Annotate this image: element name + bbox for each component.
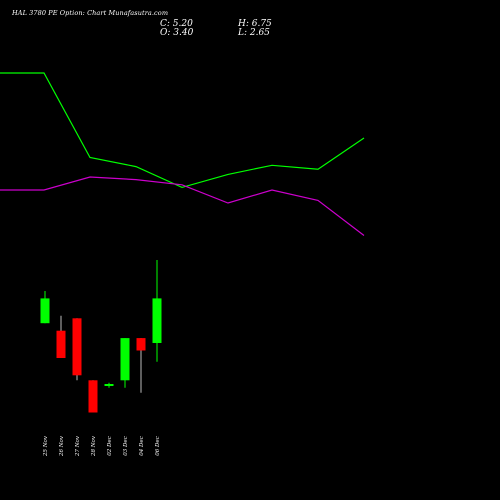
x-tick-label-06-dec: 06 Dec [155, 436, 161, 456]
candle-body-03-dec [120, 338, 130, 381]
candle-body-28-nov [88, 380, 98, 413]
x-tick-label-04-dec: 04 Dec [139, 436, 145, 456]
high-value: H: 6.75 [238, 19, 272, 29]
x-tick-label-25-nov: 25 Nov [43, 435, 49, 457]
open-value: O: 3.40 [160, 28, 194, 38]
indicator-line-magenta [0, 176, 365, 236]
x-tick-label-26-nov: 26 Nov [59, 435, 65, 457]
candle-body-27-nov [72, 318, 82, 376]
x-tick-label-27-nov: 27 Nov [75, 435, 81, 457]
indicator-line-green [0, 72, 365, 189]
close-value: C: 5.20 [160, 19, 193, 29]
candle-body-02-dec [104, 384, 114, 386]
candle-body-06-dec [152, 298, 162, 343]
x-tick-label-03-dec: 03 Dec [123, 436, 129, 456]
chart-title: HAL 3780 PE Option: Chart Munafasutra.co… [12, 9, 169, 17]
candle-body-04-dec [136, 338, 146, 351]
x-tick-label-02-dec: 02 Dec [107, 436, 113, 456]
low-value: L: 2.65 [238, 28, 270, 38]
x-tick-label-28-nov: 28 Nov [91, 435, 97, 457]
candle-body-26-nov [56, 330, 66, 358]
candle-body-25-nov [40, 298, 50, 324]
